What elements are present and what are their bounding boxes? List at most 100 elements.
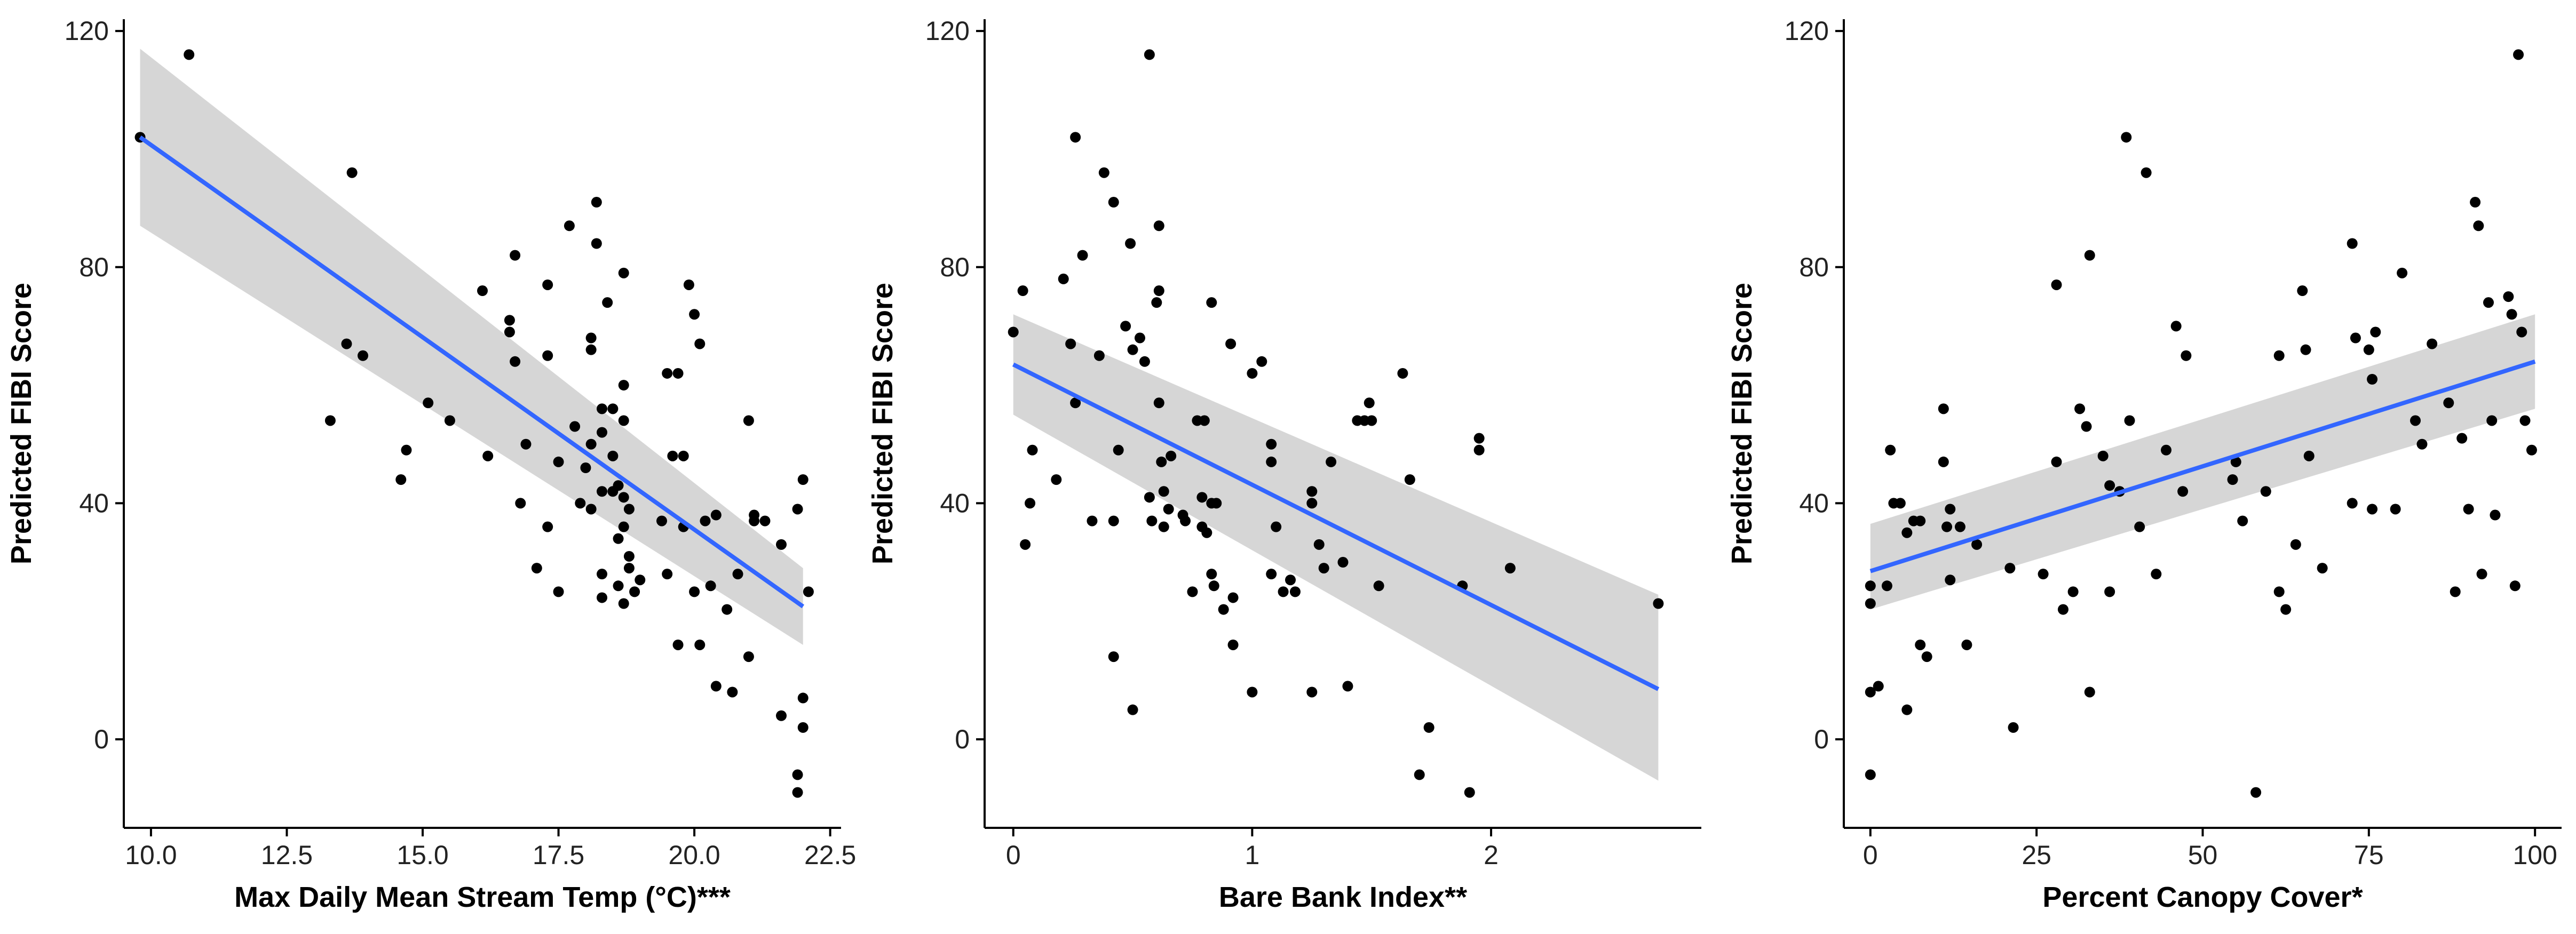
data-point — [1289, 586, 1301, 597]
data-point — [618, 521, 629, 532]
data-point — [1211, 498, 1222, 509]
data-point — [358, 350, 368, 361]
data-point — [341, 338, 352, 349]
data-point — [2121, 132, 2132, 143]
data-point — [1153, 285, 1164, 297]
data-point — [2350, 332, 2361, 344]
data-point — [2074, 403, 2086, 414]
data-point — [1865, 580, 1876, 592]
data-point — [2516, 326, 2527, 338]
data-point — [2347, 238, 2358, 249]
x-tick-label: 1 — [1245, 840, 1259, 870]
data-point — [613, 580, 624, 592]
data-point — [1144, 49, 1155, 60]
data-point — [656, 515, 667, 526]
data-point — [2427, 338, 2438, 349]
data-point — [346, 167, 358, 178]
data-point — [2230, 456, 2241, 467]
data-point — [2506, 309, 2517, 320]
data-point — [1256, 356, 1267, 367]
data-point — [2104, 586, 2115, 597]
data-point — [1098, 167, 1109, 178]
data-point — [504, 326, 515, 338]
data-point — [732, 569, 743, 580]
data-point — [1938, 456, 1949, 467]
data-point — [2473, 220, 2484, 231]
x-tick-label: 22.5 — [804, 840, 856, 870]
data-point — [2486, 415, 2498, 426]
panel-3: 0 40 80 120 0 25 50 75 100 Percent Canopy Cover* P… — [1726, 16, 2562, 913]
data-point — [1206, 569, 1217, 580]
data-point — [542, 350, 553, 361]
data-point — [1156, 456, 1167, 467]
data-point — [2513, 49, 2524, 60]
data-point — [1895, 498, 1906, 509]
data-point — [2260, 486, 2271, 497]
data-point — [1153, 397, 1164, 409]
data-point — [482, 450, 494, 461]
data-point — [2367, 504, 2378, 515]
data-point — [2297, 285, 2308, 297]
data-point — [1139, 356, 1150, 367]
data-point — [2317, 563, 2328, 574]
data-point — [2084, 250, 2095, 261]
data-point — [531, 563, 542, 574]
data-point — [1653, 598, 1664, 609]
data-point — [2290, 539, 2301, 550]
data-point — [1125, 238, 1136, 249]
data-point — [618, 380, 629, 391]
data-point — [776, 710, 787, 721]
regression-line — [1012, 362, 1660, 691]
data-point — [1473, 433, 1485, 444]
y-tick-label: 40 — [1799, 488, 1829, 518]
data-point — [1473, 444, 1485, 456]
data-point — [1306, 686, 1318, 698]
data-point — [1227, 639, 1239, 650]
y-tick-label: 40 — [940, 488, 970, 518]
data-point — [2397, 267, 2408, 278]
data-point — [1366, 415, 1377, 426]
data-point — [1247, 368, 1258, 379]
data-point — [1218, 604, 1229, 615]
data-point — [542, 279, 553, 290]
data-point — [635, 574, 646, 586]
data-point — [710, 509, 722, 521]
regression-line — [139, 135, 805, 609]
y-tick-label: 120 — [65, 16, 109, 46]
data-point — [2124, 415, 2135, 426]
data-point — [585, 438, 597, 450]
data-point — [792, 769, 803, 780]
data-point — [2134, 521, 2145, 532]
data-point — [2237, 515, 2248, 526]
data-point — [797, 692, 809, 704]
data-point — [1120, 321, 1131, 332]
data-point — [792, 787, 803, 798]
data-point — [623, 563, 635, 574]
data-point — [667, 450, 678, 461]
data-point — [1153, 220, 1164, 231]
data-point — [2463, 504, 2474, 515]
data-point — [2008, 722, 2019, 733]
data-point — [2347, 498, 2358, 509]
data-point — [1326, 456, 1337, 467]
data-point — [1108, 515, 1119, 526]
data-point — [2410, 415, 2421, 426]
data-point — [1070, 397, 1081, 409]
data-points — [134, 49, 814, 798]
data-point — [2456, 433, 2468, 444]
data-point — [607, 403, 619, 414]
data-point — [324, 415, 336, 426]
data-point — [1227, 592, 1239, 603]
data-point — [1865, 769, 1876, 780]
y-axis-title: Predicted FIBI Score — [867, 283, 899, 564]
data-point — [184, 49, 195, 60]
data-point — [613, 533, 624, 544]
data-point — [504, 315, 515, 326]
x-tick-label: 0 — [1006, 840, 1021, 870]
y-tick-label: 80 — [940, 252, 970, 282]
data-point — [585, 344, 597, 355]
data-point — [1158, 486, 1169, 497]
data-point — [1414, 769, 1425, 780]
